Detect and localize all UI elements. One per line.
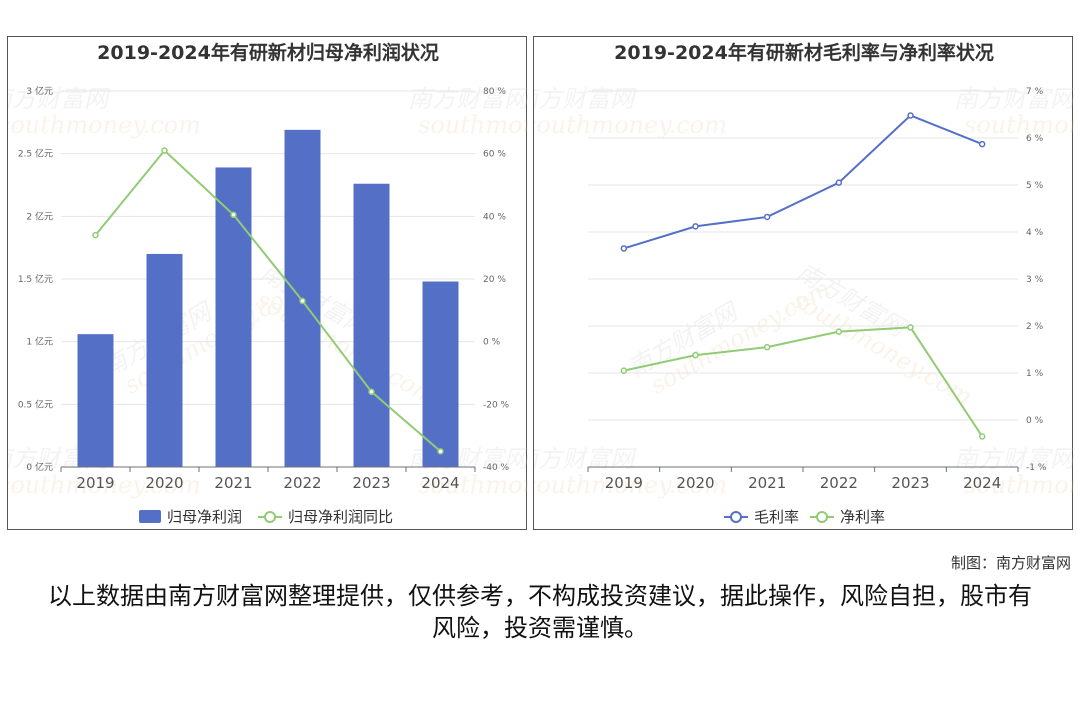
y-right-tick-label: -1 % bbox=[1026, 463, 1047, 473]
watermark-group: 南方财富网southmoney.com南方财富网southmoney.com南方… bbox=[534, 85, 1074, 499]
disclaimer-text: 以上数据由南方财富网整理提供，仅供参考，不构成投资建议，据此操作，风险自担，股市… bbox=[48, 582, 1032, 642]
point-gross-margin bbox=[620, 245, 628, 252]
point-yoy bbox=[92, 231, 99, 239]
y-left-tick-label: 0.5 亿元 bbox=[18, 398, 53, 410]
y-right-tick-label: -40 % bbox=[483, 463, 510, 473]
y-right-tick-label: 80 % bbox=[483, 87, 506, 97]
y-left-tick-label: 3 亿元 bbox=[26, 85, 53, 97]
x-tick-label: 2023 bbox=[891, 474, 929, 492]
bar bbox=[146, 253, 183, 467]
x-tick-label: 2019 bbox=[76, 474, 114, 492]
chart-panel-right: 南方财富网southmoney.com南方财富网southmoney.com南方… bbox=[533, 36, 1074, 530]
x-tick-label: 2023 bbox=[352, 474, 390, 492]
legend-label-gross-margin: 毛利率 bbox=[754, 508, 799, 526]
bar bbox=[422, 281, 459, 467]
y-left-tick-label: 0 亿元 bbox=[26, 461, 53, 473]
watermark-domain: southmoney.com bbox=[8, 471, 201, 499]
point-gross-margin bbox=[907, 112, 914, 119]
y-right-tick-label: 4 % bbox=[1026, 228, 1044, 238]
point-yoy bbox=[161, 147, 168, 154]
y-right-tick-label: 60 % bbox=[483, 150, 506, 160]
y-right-tick-label: 40 % bbox=[483, 212, 506, 222]
credit-text: 制图：南方财富网 bbox=[950, 554, 1071, 572]
point-net-margin bbox=[835, 328, 843, 335]
watermark-domain: southmoney.com bbox=[418, 111, 528, 139]
point-gross-margin bbox=[763, 213, 771, 221]
legend-label-net-margin: 净利率 bbox=[840, 508, 885, 526]
watermark-domain: southmoney.com bbox=[964, 471, 1074, 499]
y-right-tick-label: 6 % bbox=[1026, 134, 1044, 144]
watermark-domain: southmoney.com bbox=[534, 111, 727, 139]
legend-label-bar: 归母净利润 bbox=[167, 508, 242, 526]
watermark-domain: southmoney.com bbox=[418, 471, 528, 499]
legend-swatch-marker-net-margin bbox=[816, 511, 828, 523]
chart-right: 南方财富网southmoney.com南方财富网southmoney.com南方… bbox=[534, 41, 1074, 526]
bar bbox=[77, 334, 114, 467]
point-gross-margin bbox=[978, 140, 986, 148]
point-net-margin bbox=[692, 351, 699, 359]
y-right-tick-label: 7 % bbox=[1026, 87, 1044, 97]
chart-title: 2019-2024年有研新材毛利率与净利率状况 bbox=[614, 41, 994, 64]
x-tick-label: 2019 bbox=[605, 474, 643, 492]
point-gross-margin bbox=[692, 223, 699, 230]
x-tick-label: 2020 bbox=[676, 474, 714, 492]
x-tick-label: 2022 bbox=[820, 474, 858, 492]
series-line-net-margin bbox=[623, 326, 984, 437]
legend-swatch-marker-gross-margin bbox=[730, 511, 742, 523]
watermark-domain: southmoney.com bbox=[534, 471, 727, 499]
y-right-tick-label: 5 % bbox=[1026, 181, 1044, 191]
point-net-margin bbox=[620, 367, 628, 374]
point-net-margin bbox=[907, 324, 914, 331]
y-right-tick-label: 0 % bbox=[483, 338, 501, 348]
y-left-tick-label: 2.5 亿元 bbox=[18, 148, 53, 160]
y-right-tick-label: 1 % bbox=[1026, 369, 1044, 379]
series-line-gross-margin bbox=[623, 114, 983, 250]
point-gross-margin bbox=[835, 179, 843, 186]
x-tick-label: 2022 bbox=[283, 474, 321, 492]
watermark-text: 南方财富网 bbox=[534, 85, 637, 113]
watermark-text: 南方财富网 bbox=[534, 445, 637, 473]
y-right-tick-label: 2 % bbox=[1026, 322, 1044, 332]
legend-label-line: 归母净利润同比 bbox=[288, 508, 393, 526]
watermark-domain: southmoney.com bbox=[964, 111, 1074, 139]
x-tick-label: 2021 bbox=[214, 474, 252, 492]
x-tick-label: 2020 bbox=[145, 474, 183, 492]
watermark-text: 南方财富网 bbox=[954, 85, 1074, 113]
point-yoy bbox=[230, 211, 237, 219]
point-net-margin bbox=[763, 343, 771, 351]
point-yoy bbox=[368, 388, 375, 396]
y-right-tick-label: -20 % bbox=[483, 400, 510, 410]
y-left-tick-label: 1.5 亿元 bbox=[18, 273, 53, 285]
point-yoy bbox=[299, 297, 306, 305]
y-right-tick-label: 3 % bbox=[1026, 275, 1044, 285]
y-left-tick-label: 1 亿元 bbox=[26, 336, 53, 348]
x-tick-label: 2024 bbox=[421, 474, 459, 492]
watermark-domain: southmoney.com bbox=[8, 111, 201, 139]
x-tick-label: 2021 bbox=[748, 474, 786, 492]
chart-title: 2019-2024年有研新材归母净利润状况 bbox=[97, 41, 439, 64]
watermark-text: 南方财富网 bbox=[408, 85, 528, 113]
series-line-yoy bbox=[94, 149, 442, 453]
chart-panel-left: 南方财富网southmoney.com南方财富网southmoney.com南方… bbox=[7, 36, 528, 530]
bar bbox=[353, 183, 390, 467]
watermark-text: 南方财富网 bbox=[954, 445, 1074, 473]
chart-left: 南方财富网southmoney.com南方财富网southmoney.com南方… bbox=[8, 41, 528, 526]
y-left-tick-label: 2 亿元 bbox=[26, 210, 53, 222]
y-right-tick-label: 20 % bbox=[483, 275, 506, 285]
legend-swatch-marker bbox=[264, 511, 276, 523]
point-yoy bbox=[437, 448, 444, 455]
x-tick-label: 2024 bbox=[963, 474, 1001, 492]
point-net-margin bbox=[978, 433, 986, 440]
legend-swatch-bar bbox=[139, 510, 161, 523]
watermark-text: 南方财富网 bbox=[8, 85, 111, 113]
y-right-tick-label: 0 % bbox=[1026, 416, 1044, 426]
